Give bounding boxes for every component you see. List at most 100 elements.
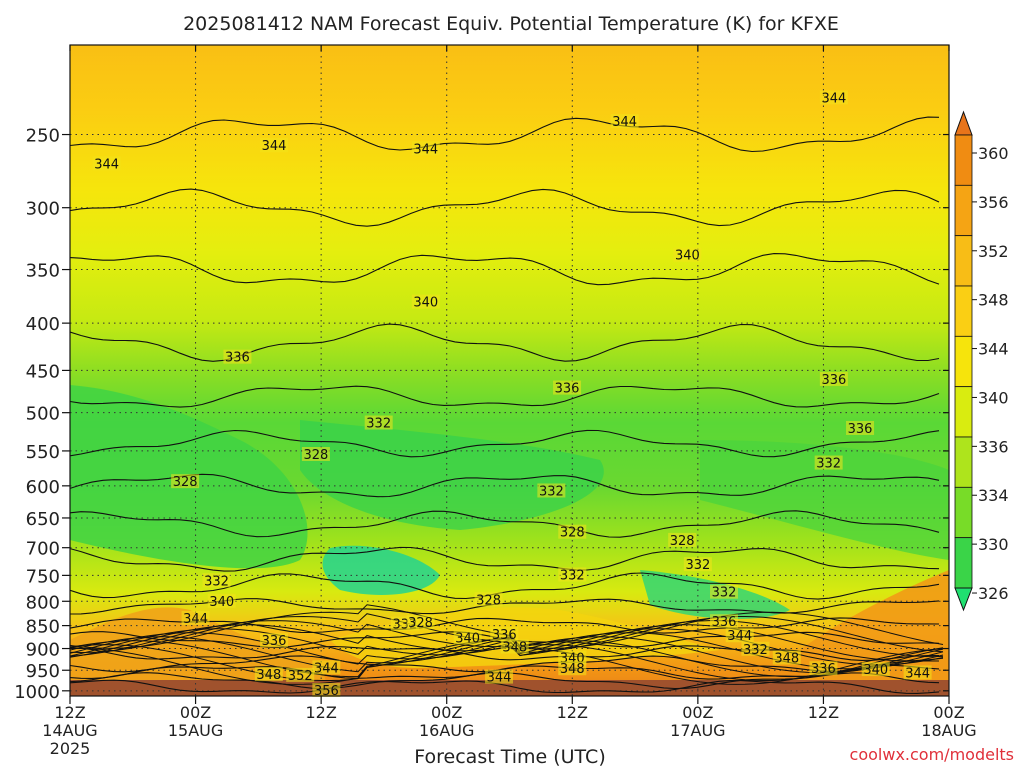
- contour-label: 348: [774, 652, 799, 667]
- contour-label-bg: [312, 683, 341, 698]
- contour-label-bg: [312, 660, 341, 675]
- contour-label: 328: [670, 534, 695, 549]
- contour-label-bg: [819, 90, 848, 105]
- contour-label: 344: [183, 612, 208, 627]
- contour-label: 356: [314, 684, 339, 699]
- contour-label-bg: [553, 380, 582, 395]
- y-tick-label: 300: [26, 199, 60, 220]
- contour-label-bg: [809, 661, 838, 676]
- contour-label: 336: [811, 662, 836, 677]
- watermark: coolwx.com/modelts: [850, 745, 1014, 764]
- x-axis-title: Forecast Time (UTC): [414, 746, 605, 768]
- x-tick-hour-label: 12Z: [808, 703, 839, 722]
- contour-label-bg: [92, 156, 121, 171]
- contour-label-bg: [819, 371, 848, 386]
- contour-label: 340: [209, 595, 234, 610]
- contour-line: [70, 188, 940, 227]
- contour-line: [70, 429, 940, 458]
- contour-line: [70, 679, 940, 694]
- contour-label-bg: [411, 294, 440, 309]
- y-tick-label: 550: [26, 442, 60, 463]
- contour-label-bg: [814, 455, 843, 470]
- contour-label-bg: [286, 667, 315, 682]
- contour-label: 336: [821, 373, 846, 388]
- colorbar-segment: [954, 436, 973, 488]
- colorbar-min-arrow: [954, 587, 973, 612]
- contour-label-bg: [558, 650, 587, 665]
- contour-label: 344: [413, 142, 438, 157]
- x-tick-date-label: 16AUG: [419, 721, 474, 740]
- contour-label-bg: [903, 665, 932, 680]
- contour-label-bg: [683, 557, 712, 572]
- contour-label-bg: [710, 614, 739, 629]
- contour-label: 332: [685, 558, 710, 573]
- contour-label-bg: [254, 667, 283, 682]
- field-blob-green-right: [700, 440, 949, 560]
- grid: [70, 45, 949, 696]
- contour-line: [70, 546, 940, 572]
- colorbar: 360 356 352 348 344 340 336 334 330 326: [954, 110, 1009, 612]
- contour-line: [70, 385, 940, 408]
- contour-label-bg: [260, 138, 289, 153]
- contour-label-bg: [411, 141, 440, 156]
- contour-label-bg: [861, 662, 890, 677]
- colorbar-label: 326: [978, 584, 1009, 603]
- colorbar-label: 348: [978, 291, 1009, 310]
- x-tick-date-label: 15AUG: [168, 721, 223, 740]
- x-tick-hour-label: 00Z: [933, 703, 964, 722]
- field-background: [70, 45, 949, 696]
- contour-label-bg: [558, 661, 587, 676]
- contour-line: [70, 253, 940, 286]
- y-tick-label: 500: [26, 404, 60, 425]
- colorbar-segment: [954, 335, 973, 388]
- contour-line: [70, 116, 940, 153]
- x-tick-hour-label: 12Z: [305, 703, 336, 722]
- contour-line: [70, 473, 940, 498]
- contour-label: 336: [848, 422, 873, 437]
- colorbar-segment: [954, 235, 973, 287]
- contour-label: 344: [612, 115, 637, 130]
- contour-label-bg: [741, 641, 770, 656]
- contour-label-bg: [710, 584, 739, 599]
- y-tick-label: 350: [26, 261, 60, 282]
- contour-label-bg: [673, 247, 702, 262]
- contour-line: [70, 510, 940, 538]
- x-tick-hour-label: 00Z: [180, 703, 211, 722]
- contour-label: 344: [314, 661, 339, 676]
- contour-label: 328: [476, 593, 501, 608]
- colorbar-segment: [954, 386, 973, 438]
- contour-label: 340: [455, 632, 480, 647]
- field-blob-green-mid: [300, 420, 604, 530]
- contour-label: 348: [256, 668, 281, 683]
- contour-label-bg: [453, 630, 482, 645]
- contour-label: 336: [492, 628, 517, 643]
- contour-label: 332: [743, 643, 768, 658]
- contour-label-bg: [558, 567, 587, 582]
- contour-line: [70, 617, 940, 634]
- contour-label-bg: [500, 639, 529, 654]
- contour-label-bg: [725, 628, 754, 643]
- contour-label-bg: [223, 349, 252, 364]
- colorbar-segment: [954, 184, 973, 237]
- contour-label: 332: [712, 586, 737, 601]
- x-tick-year-label: 2025: [50, 739, 91, 758]
- contour-label: 344: [487, 671, 512, 686]
- contour-label: 344: [94, 157, 119, 172]
- y-tick-label: 450: [26, 361, 60, 382]
- x-tick-date-label: 17AUG: [670, 721, 725, 740]
- y-tick-label: 900: [26, 640, 60, 661]
- contour-line: [70, 572, 940, 600]
- colorbar-segment: [954, 285, 973, 337]
- y-tick-label: 400: [26, 314, 60, 335]
- colorbar-label: 336: [978, 437, 1009, 456]
- contour-line: [70, 323, 940, 362]
- contour-label: 344: [727, 629, 752, 644]
- contour-label-bg: [610, 114, 639, 129]
- colorbar-label: 334: [978, 486, 1009, 505]
- colorbar-label: 330: [978, 535, 1009, 554]
- contour-label: 332: [560, 568, 585, 583]
- contour-label-bg: [364, 415, 393, 430]
- colorbar-segment: [954, 134, 973, 186]
